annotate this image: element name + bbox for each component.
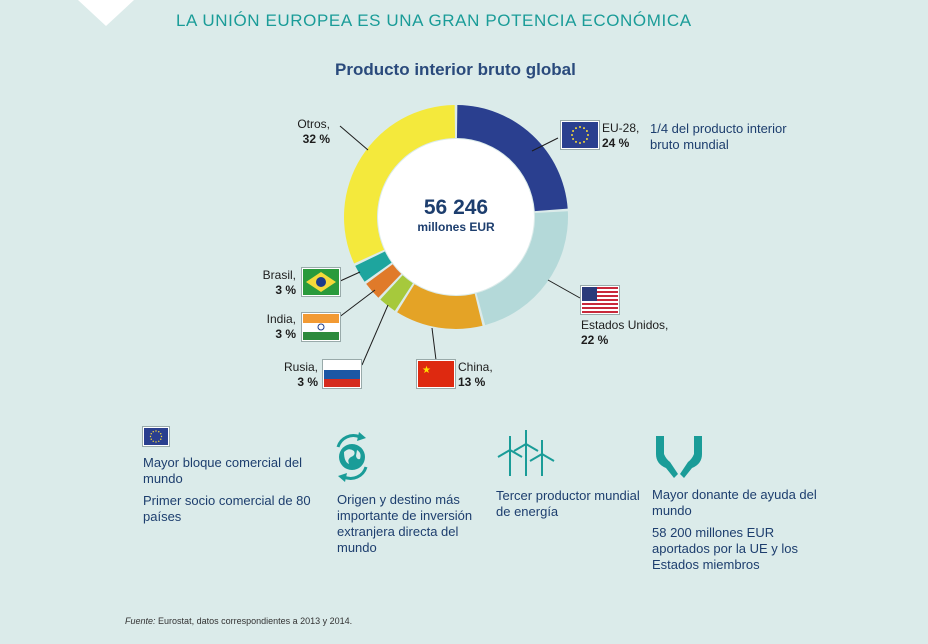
eu-star	[579, 126, 581, 128]
eu-star	[158, 440, 160, 442]
eu-star	[160, 435, 163, 438]
leader-brasil	[337, 271, 361, 283]
svg-text:★: ★	[422, 365, 431, 376]
label-eu-name: EU-28,	[602, 121, 640, 135]
source-text: Eurostat, datos correspondientes a 2013 …	[158, 616, 353, 626]
fact-aid-line-2: 58 200 millones EUR aportados por la UE …	[652, 525, 798, 572]
eu-star	[572, 130, 575, 132]
label-otros-value: 32 %	[302, 132, 330, 146]
eu-star	[571, 134, 573, 136]
slice-india	[366, 264, 402, 298]
eu-star	[158, 431, 160, 433]
fact-energy: Tercer productor mundial de energía	[496, 488, 646, 526]
fact-aid: Mayor donante de ayuda del mundo 58 200 …	[652, 487, 822, 579]
slice-china	[397, 284, 483, 330]
eu-star	[575, 140, 577, 143]
brazil-flag-icon	[302, 268, 340, 296]
label-otros-name: Otros,	[297, 117, 330, 131]
eu-star	[152, 440, 154, 442]
slice-usa	[476, 211, 568, 326]
fact-energy-line-1: Tercer productor mundial de energía	[496, 488, 640, 519]
slice-brasil	[355, 251, 392, 282]
donut-hole	[378, 139, 534, 295]
fact-trade: Mayor bloque comercial del mundo Primer …	[143, 455, 313, 531]
label-india-value: 3 %	[275, 327, 296, 341]
label-us-value: 22 %	[581, 333, 609, 347]
wind-turbines-icon	[497, 430, 555, 476]
total-value: 56 246	[423, 196, 489, 219]
source-label: Fuente:	[125, 616, 156, 626]
eu-star	[583, 127, 585, 130]
center-total: 56 246 millones EUR	[376, 196, 536, 234]
eu-star	[575, 127, 577, 130]
eu-star	[149, 435, 152, 438]
label-brasil: Brasil, 3 %	[248, 268, 296, 298]
eu-star	[150, 433, 152, 435]
india-flag-icon	[302, 313, 340, 341]
label-eu-value: 24 %	[602, 136, 630, 150]
label-rusia-value: 3 %	[297, 375, 318, 389]
fact-investment: Origen y destino más importante de inver…	[337, 492, 477, 562]
corner-decoration	[78, 0, 134, 26]
leader-otros	[339, 125, 369, 151]
fact-aid-line-1: Mayor donante de ayuda del mundo	[652, 487, 817, 518]
eu-star	[155, 430, 157, 432]
label-india-name: India,	[266, 312, 296, 326]
russia-flag-icon	[323, 360, 361, 388]
eu-star	[155, 441, 157, 443]
eu-star	[579, 142, 581, 144]
label-brasil-value: 3 %	[275, 283, 296, 297]
hands-icon	[656, 436, 702, 478]
eu-flag-icon	[143, 427, 169, 446]
leader-eu	[531, 137, 559, 152]
fact-investment-line-1: Origen y destino más importante de inver…	[337, 492, 473, 555]
eu-star	[572, 138, 575, 140]
globe-recycle-icon	[336, 432, 368, 482]
leader-us	[547, 279, 581, 299]
usa-flag-icon	[581, 286, 619, 314]
chart-title: Producto interior bruto global	[335, 60, 576, 79]
eu-note: 1/4 del producto interior bruto mundial	[650, 121, 787, 152]
eu-star	[587, 134, 589, 136]
china-flag-icon: ★	[417, 360, 455, 388]
fact-trade-line-2: Primer socio comercial de 80 países	[143, 493, 311, 524]
slice-rusia	[380, 275, 413, 311]
eu-star	[150, 438, 152, 440]
eu-star	[152, 431, 154, 433]
headline: LA UNIÓN EUROPEA ES UNA GRAN POTENCIA EC…	[176, 11, 692, 30]
slice-otros	[343, 105, 456, 264]
label-brasil-name: Brasil,	[262, 268, 296, 282]
eu-star	[160, 438, 162, 440]
label-eu: EU-28, 24 %	[602, 121, 639, 151]
source-note: Fuente: Eurostat, datos correspondientes…	[125, 616, 352, 626]
eu-star	[583, 140, 585, 143]
eu-star	[585, 130, 588, 132]
total-unit: millones EUR	[417, 220, 495, 234]
slice-eu28	[456, 105, 568, 212]
leader-india	[337, 289, 376, 319]
label-rusia-name: Rusia,	[283, 360, 318, 374]
label-otros: Otros, 32 %	[286, 117, 330, 147]
eu-star	[160, 433, 162, 435]
fact-trade-line-1: Mayor bloque comercial del mundo	[143, 455, 302, 486]
label-rusia: Rusia, 3 %	[270, 360, 318, 390]
label-china-name: China,	[458, 360, 493, 374]
label-china: China, 13 %	[458, 360, 493, 390]
eu-star	[585, 138, 588, 140]
leader-china	[431, 327, 437, 361]
eu-flag-icon	[561, 121, 599, 149]
label-china-value: 13 %	[458, 375, 486, 389]
leader-rusia	[361, 304, 389, 366]
label-india: India, 3 %	[248, 312, 296, 342]
label-us-name: Estados Unidos,	[581, 318, 669, 332]
label-us: Estados Unidos, 22 %	[581, 318, 668, 348]
